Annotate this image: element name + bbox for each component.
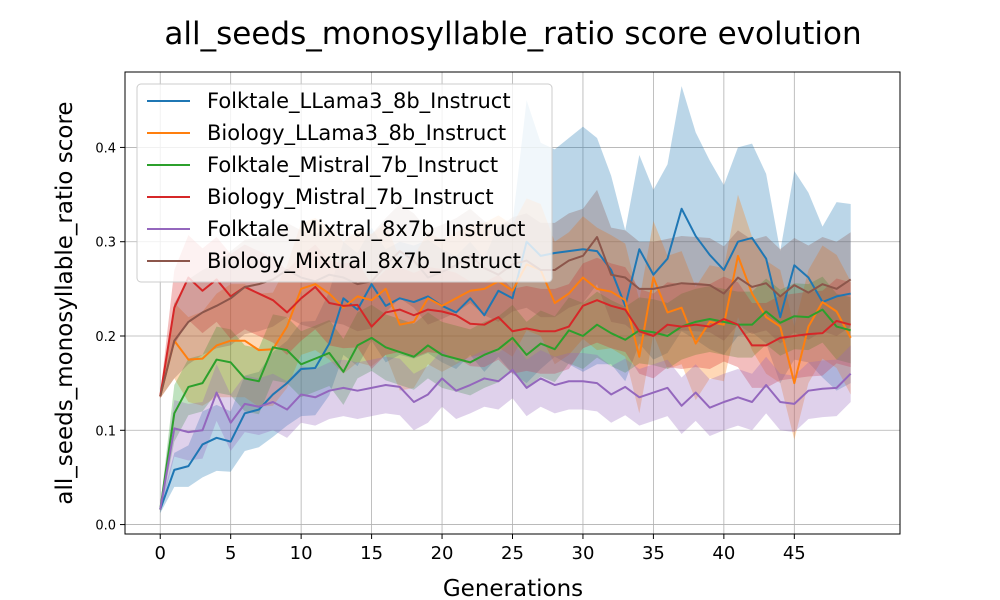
x-axis-label: Generations	[443, 576, 583, 600]
series-line	[159, 276, 851, 397]
legend-label: Biology_LLama3_8b_Instruct	[207, 121, 506, 146]
y-tick-label: 0.1	[95, 424, 116, 439]
y-axis-label: all_seeds_monosyllable_ratio score	[52, 101, 78, 504]
legend-label: Biology_Mistral_7b_Instruct	[207, 185, 494, 210]
legend-label: Folktale_LLama3_8b_Instruct	[207, 89, 511, 114]
x-tick-label: 30	[572, 543, 595, 564]
legend-frame	[136, 83, 553, 283]
x-tick-label: 20	[431, 543, 454, 564]
series-band	[160, 341, 851, 514]
x-tick-label: 35	[642, 543, 665, 564]
series-lines	[159, 207, 852, 510]
x-tick-label: 15	[360, 543, 383, 564]
series-line	[159, 368, 852, 510]
x-tick-label: 45	[783, 543, 806, 564]
legend: Folktale_LLama3_8b_Instruct Biology_LLama…	[136, 83, 553, 283]
x-tick-label: 5	[225, 543, 236, 564]
y-tick-label: 0.2	[95, 330, 116, 345]
series-line	[159, 254, 852, 397]
series-band	[160, 86, 851, 514]
x-tick-label: 40	[712, 543, 735, 564]
chart-title: all_seeds_monosyllable_ratio score evolu…	[164, 16, 861, 52]
legend-label: Folktale_Mixtral_8x7b_Instruct	[207, 217, 525, 242]
series-band	[160, 276, 851, 514]
y-tick-label: 0.0	[95, 519, 116, 534]
x-tick-label: 25	[501, 543, 524, 564]
legend-label: Folktale_Mistral_7b_Instruct	[207, 153, 498, 178]
x-axis-ticks: 0 5 10 15 20 25 30 35 40 45	[155, 534, 806, 564]
legend-label: Biology_Mixtral_8x7b_Instruct	[207, 249, 521, 274]
y-axis-ticks: 0.0 0.1 0.2 0.3 0.4	[95, 141, 125, 534]
y-tick-label: 0.3	[95, 236, 116, 251]
x-tick-label: 0	[155, 543, 166, 564]
series-line	[159, 207, 851, 510]
y-tick-label: 0.4	[95, 141, 116, 156]
x-tick-label: 10	[290, 543, 313, 564]
